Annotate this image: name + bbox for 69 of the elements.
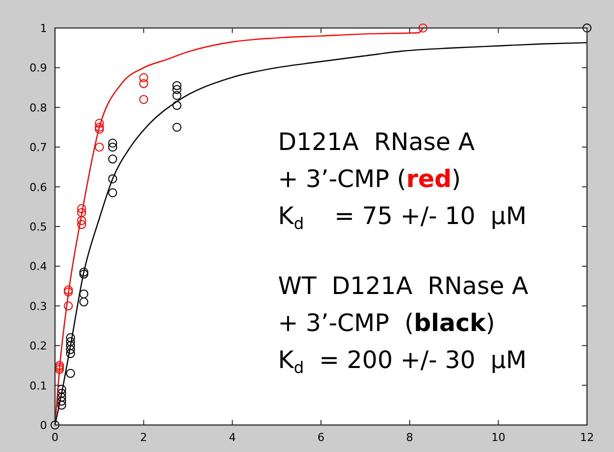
point (66, 337, 76, 346)
point (66, 368, 76, 378)
point (64, 286, 73, 295)
x-tick-label: 10 (491, 431, 506, 444)
point (54, 364, 64, 374)
point (79, 297, 88, 306)
x-tick-label: 2 (140, 431, 148, 444)
point (77, 220, 86, 230)
point (57, 400, 66, 410)
point (172, 85, 182, 94)
point (79, 289, 88, 298)
x-tick-label: 12 (580, 431, 594, 444)
point (54, 360, 64, 370)
point (57, 396, 66, 406)
point (64, 301, 73, 310)
point (172, 100, 182, 110)
point (66, 341, 76, 350)
text: K$_{d}$ = 75 +/- 10 μM (278, 202, 527, 233)
y-tick-label: 0.7 (30, 141, 47, 154)
y-tick-label: 0.5 (30, 220, 47, 234)
x-tick-label: 4 (228, 431, 236, 444)
annotation: + 3’-CMP (black) (278, 309, 496, 337)
y-tick-label: 0.9 (30, 62, 47, 75)
point (77, 216, 86, 226)
y-tick-label: 1 (40, 22, 47, 35)
point (139, 94, 148, 104)
point (94, 122, 104, 132)
annotation: D121A RNase A (278, 128, 476, 156)
point (57, 388, 66, 398)
point (172, 81, 182, 90)
point (108, 174, 118, 184)
y-tick-label: 0.3 (30, 300, 47, 313)
point (418, 24, 428, 32)
point (79, 268, 88, 277)
point (108, 188, 118, 198)
y-tick-label: 0.8 (30, 101, 47, 114)
point (57, 384, 66, 394)
point (108, 142, 118, 152)
point (54, 362, 64, 372)
x-tick-label: 6 (318, 431, 324, 444)
point (94, 124, 104, 134)
point (172, 90, 182, 100)
point (139, 73, 148, 82)
y-tick-label: 0.6 (30, 180, 47, 194)
x-tick-label: 0 (52, 431, 58, 444)
point (77, 204, 86, 214)
point (57, 392, 66, 402)
point (94, 142, 104, 152)
point (66, 349, 76, 358)
y-tick-label: 0 (40, 419, 47, 432)
y-tick-label: 0.1 (30, 379, 47, 392)
x-tick-label: 8 (406, 431, 414, 444)
point (582, 24, 592, 32)
point (139, 79, 148, 88)
point (108, 138, 118, 148)
point (172, 122, 182, 132)
point (94, 118, 104, 128)
point (64, 288, 73, 297)
annotation: + 3’-CMP (red) (278, 165, 461, 193)
point (66, 333, 76, 342)
point (66, 345, 76, 354)
annotation: K$_{d}$ = 200 +/- 30 μM (278, 346, 527, 377)
point (108, 154, 118, 164)
point (79, 270, 88, 279)
y-tick-label: 0.2 (30, 340, 47, 353)
point (77, 208, 86, 218)
annotation: WT D121A RNase A (278, 272, 529, 300)
y-tick-label: 0.4 (30, 260, 47, 274)
point (50, 420, 60, 430)
